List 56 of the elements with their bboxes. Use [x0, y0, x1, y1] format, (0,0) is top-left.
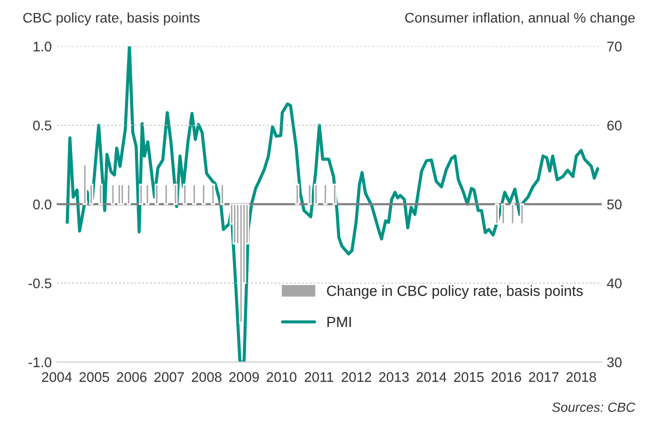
line-series: [66, 46, 600, 362]
bar: [210, 184, 216, 205]
bar: [314, 184, 318, 205]
x-tick-label: 2016: [492, 372, 522, 382]
y2-tick-label: 70: [607, 42, 622, 52]
x-tick-label: 2006: [116, 372, 147, 382]
bar: [138, 184, 144, 205]
bar: [192, 184, 196, 205]
source-note: Sources: CBC: [552, 402, 636, 412]
x-tick-label: 2009: [229, 372, 259, 382]
legend-label: Change in CBC policy rate, basis points: [327, 285, 583, 299]
bar: [89, 184, 94, 205]
y2-tick-label: 40: [606, 278, 622, 288]
bar: [295, 184, 300, 205]
bar: [510, 203, 515, 225]
legend-label: PMI: [327, 316, 351, 327]
x-tick-label: 2015: [454, 372, 484, 382]
bar: [173, 184, 178, 205]
bar: [501, 203, 506, 225]
bar: [308, 184, 312, 205]
y-tick-label: -0.5: [28, 278, 52, 288]
y-tick-label: 0.5: [33, 120, 52, 130]
bar: [126, 184, 131, 205]
x-tick-label: 2007: [154, 372, 184, 382]
y-tick-label: 1.0: [34, 42, 52, 52]
bar: [164, 184, 168, 205]
y2-tick-label: 30: [607, 357, 622, 368]
bar: [332, 184, 337, 205]
bar: [202, 184, 206, 205]
y-axis-title: CBC policy rate, basis points: [23, 12, 200, 26]
bar: [520, 203, 524, 225]
x-tick-label: 2018: [566, 372, 596, 382]
x-tick-label: 2005: [79, 372, 110, 382]
y2-tick-label: 50: [607, 200, 622, 210]
bar: [98, 184, 103, 205]
y-tick-label: -1.0: [28, 357, 52, 368]
bar: [120, 184, 124, 205]
y2-tick-label: 60: [607, 120, 622, 130]
x-tick-label: 2017: [528, 372, 558, 382]
bar: [323, 184, 328, 205]
bar: [182, 184, 187, 205]
x-tick-label: 2012: [342, 372, 372, 382]
x-tick-label: 2011: [304, 372, 334, 382]
x-tick-label: 2010: [266, 372, 296, 382]
x-tick-label: 2014: [416, 372, 446, 382]
bar: [494, 203, 499, 225]
x-tick-label: 2008: [192, 372, 222, 382]
bar: [154, 184, 159, 205]
y2-axis-title: Consumer inflation, annual % change: [405, 12, 635, 26]
y-tick-label: 0.0: [33, 200, 52, 210]
bar: [82, 164, 87, 205]
bar: [145, 184, 150, 205]
bar: [110, 184, 116, 205]
bar: [220, 184, 224, 205]
x-tick-label: 2004: [42, 372, 72, 382]
x-tick-label: 2013: [379, 372, 409, 382]
